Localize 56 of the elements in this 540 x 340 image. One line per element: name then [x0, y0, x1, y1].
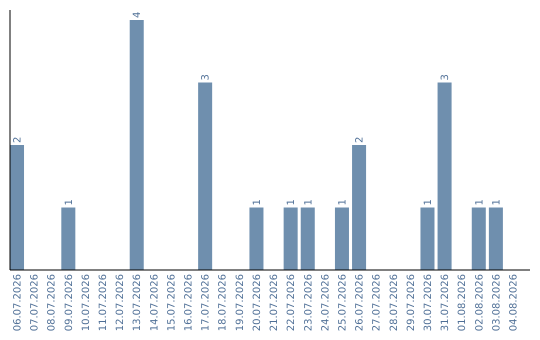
x-tick-label: 04.08.2026	[508, 274, 520, 332]
x-tick-label: 11.07.2026	[98, 274, 110, 332]
x-tick-label: 07.07.2026	[30, 274, 41, 332]
x-tick-label: 14.07.2026	[149, 274, 160, 332]
x-tick-label: 19.07.2026	[234, 274, 246, 332]
bar	[334, 208, 349, 270]
x-tick-label: 01.08.2026	[457, 274, 468, 332]
x-tick-label: 22.07.2026	[286, 274, 298, 332]
x-tick-label: 18.07.2026	[218, 274, 229, 332]
x-tick-label: 15.07.2026	[166, 274, 178, 332]
bar	[130, 20, 144, 270]
bar	[198, 82, 212, 270]
data-label: 2	[12, 136, 24, 143]
x-tick-label: 31.07.2026	[440, 274, 452, 332]
x-tick-label: 28.07.2026	[388, 274, 400, 332]
x-tick-label: 13.07.2026	[132, 274, 144, 332]
data-label: 2	[354, 136, 366, 143]
x-tick-label: 23.07.2026	[303, 274, 314, 332]
data-label: 1	[337, 199, 348, 206]
x-tick-label: 27.07.2026	[372, 274, 383, 332]
x-tick-label: 03.08.2026	[491, 274, 502, 332]
bar	[438, 82, 452, 270]
bar	[420, 208, 434, 270]
x-tick-label: 21.07.2026	[269, 274, 280, 332]
x-tick-label: 24.07.2026	[320, 274, 332, 332]
data-label: 3	[200, 74, 212, 80]
bar	[352, 145, 366, 270]
bar	[488, 208, 503, 270]
x-tick-label: 08.07.2026	[46, 274, 58, 332]
data-label: 1	[64, 199, 75, 206]
x-tick-label: 12.07.2026	[115, 274, 126, 332]
x-tick-label: 20.07.2026	[252, 274, 263, 332]
x-tick-label: 29.07.2026	[406, 274, 417, 332]
bar	[249, 208, 264, 270]
x-tick-label: 06.07.2026	[12, 274, 24, 332]
data-label: 1	[474, 199, 486, 206]
data-label: 1	[422, 199, 434, 206]
bar	[300, 208, 315, 270]
data-label: 1	[491, 199, 502, 206]
bar	[472, 208, 486, 270]
x-tick-label: 10.07.2026	[80, 274, 92, 332]
x-tick-label: 17.07.2026	[200, 274, 212, 332]
bar	[284, 208, 298, 270]
data-label: 1	[286, 199, 298, 206]
bar	[61, 208, 76, 270]
data-label: 3	[440, 74, 452, 80]
bar	[10, 145, 24, 270]
x-tick-label: 30.07.2026	[422, 274, 434, 332]
x-tick-label: 16.07.2026	[184, 274, 195, 332]
x-tick-label: 02.08.2026	[474, 274, 486, 332]
x-tick-label: 25.07.2026	[337, 274, 348, 332]
x-tick-label: 09.07.2026	[64, 274, 75, 332]
x-tick-label: 26.07.2026	[354, 274, 366, 332]
data-label: 1	[252, 199, 263, 206]
data-label: 4	[132, 12, 144, 18]
data-label: 1	[303, 199, 314, 206]
